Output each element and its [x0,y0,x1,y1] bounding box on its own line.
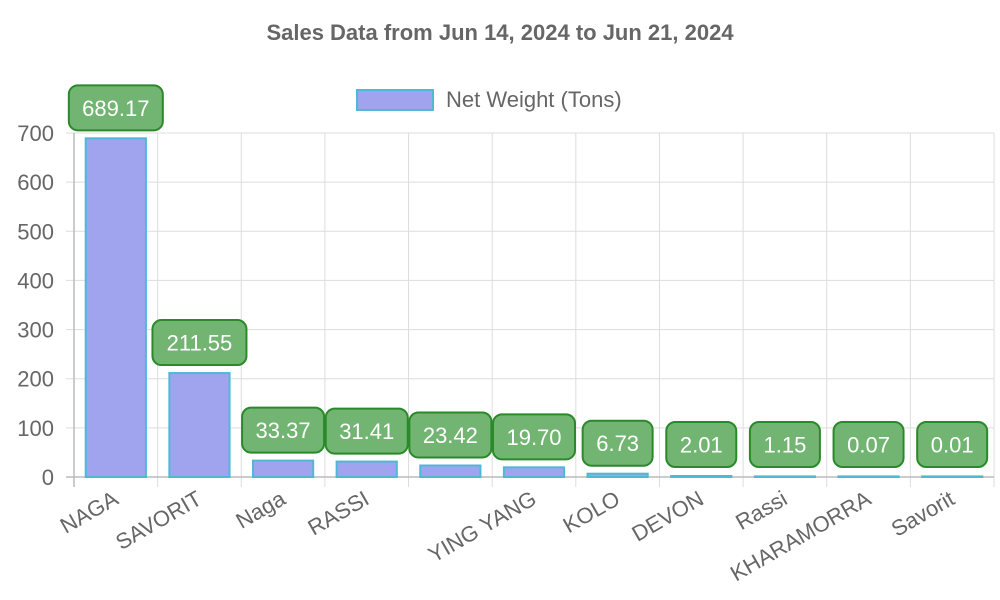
data-label-box [492,413,576,461]
x-tick-label: Rassi [731,486,791,535]
y-tick-label: 0 [42,465,54,490]
bar-5[interactable] [502,466,566,478]
data-label: 33.37 [256,418,311,443]
data-label-box [748,421,821,468]
x-tick-label: KOLO [559,486,624,538]
y-tick-label: 100 [17,416,54,441]
chart-title: Sales Data from Jun 14, 2024 to Jun 21, … [266,20,734,45]
data-label: 689.17 [82,96,149,121]
bar-6[interactable] [586,472,649,479]
y-tick-label: 400 [17,268,54,293]
data-label-box [665,421,738,468]
bar-1[interactable] [168,372,231,479]
x-tick-label: KHARAMORRA [726,486,875,587]
data-label-box [916,421,989,468]
bar-7[interactable] [670,475,733,479]
data-label-box [408,411,493,459]
x-tick-label: NAGA [56,486,123,539]
data-label-box [241,406,326,454]
bar-4[interactable] [419,464,482,479]
bar-9[interactable] [837,475,900,478]
data-label-box [832,421,905,468]
y-tick-label: 500 [17,219,54,244]
data-label: 31.41 [339,419,394,444]
x-tick-label: Savorit [887,486,959,542]
bar-2[interactable] [251,459,315,479]
data-label: 0.01 [931,433,974,458]
legend-swatch [356,89,434,111]
data-label-box [581,419,654,467]
bar-3[interactable] [335,460,398,479]
y-tick-label: 200 [17,367,54,392]
bar-10[interactable] [921,475,984,478]
data-label-box [324,407,409,455]
x-tick-label: RASSI [304,486,374,541]
x-tick-label: SAVORIT [111,486,206,555]
data-label: 1.15 [763,433,806,458]
x-tick-label: Naga [232,485,291,533]
legend-label: Net Weight (Tons) [446,87,622,112]
data-label-box [67,84,164,132]
data-label: 6.73 [596,431,639,456]
data-label-box [151,319,248,367]
data-label: 19.70 [506,425,561,450]
y-tick-label: 300 [17,318,54,343]
bar-8[interactable] [753,475,817,478]
y-tick-label: 600 [17,170,54,195]
data-label: 23.42 [423,423,478,448]
x-tick-label: DEVON [628,486,708,547]
x-tick-label: YING YANG [424,486,541,568]
y-tick-label: 700 [17,121,54,146]
data-label: 211.55 [167,331,233,356]
bar-0[interactable] [84,137,147,478]
data-label: 2.01 [680,433,723,458]
legend[interactable]: Net Weight (Tons) [356,87,622,113]
data-label: 0.07 [847,433,890,458]
